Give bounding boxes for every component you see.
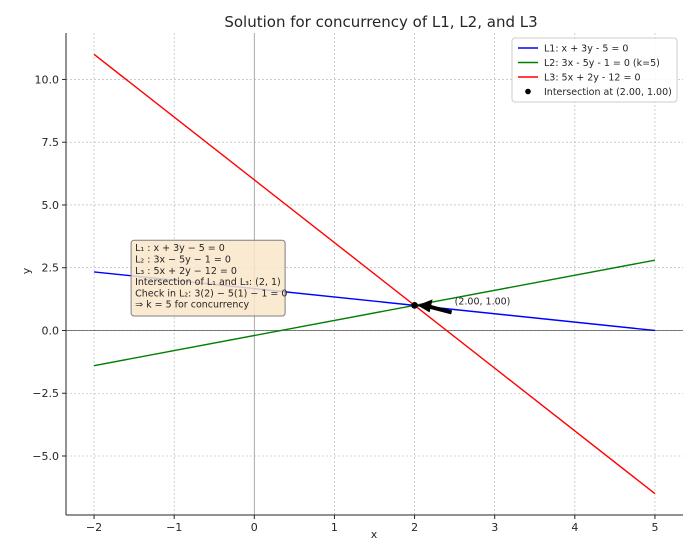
series-line-2 — [93, 259, 656, 367]
annotation-line: ⇒ k = 5 for concurrency — [135, 300, 249, 311]
legend-label-1: L1: x + 3y - 5 = 0 — [544, 44, 628, 55]
annotation-line: L₁ : x + 3y − 5 = 0 — [135, 243, 225, 254]
y-tick-label: −2.5 — [32, 387, 59, 400]
legend-box — [511, 37, 678, 103]
annotation-textbox: L₁ : x + 3y − 5 = 0L₂ : 3x − 5y − 1 = 0L… — [130, 239, 287, 317]
annotation-line: Intersection of L₁ and L₃: (2, 1) — [135, 277, 281, 288]
x-tick-label: −1 — [166, 521, 182, 534]
x-tick-label: 1 — [331, 521, 338, 534]
legend-label-4: Intersection at (2.00, 1.00) — [544, 87, 672, 98]
series-line-3 — [93, 53, 656, 495]
annotation-line: L₂ : 3x − 5y − 1 = 0 — [135, 255, 231, 266]
legend: L1: x + 3y - 5 = 0 L2: 3x - 5y - 1 = 0 (k… — [511, 37, 678, 103]
x-tick-label: 2 — [411, 521, 418, 534]
intersection-label: (2.00, 1.00) — [455, 296, 511, 307]
x-tick-label: −2 — [86, 521, 102, 534]
x-tick-label: 3 — [491, 521, 498, 534]
chart-title: Solution for concurrency of L1, L2, and … — [224, 13, 537, 31]
y-tick-label: 5.0 — [42, 199, 60, 212]
x-tick-label: 4 — [571, 521, 578, 534]
x-tick-label: 5 — [651, 521, 658, 534]
plot-frame — [65, 33, 683, 516]
legend-swatch-dot — [525, 88, 531, 95]
x-axis-label: x — [371, 528, 378, 540]
annotation-arrow-head — [417, 299, 433, 313]
annotation-arrow-shaft — [428, 304, 453, 315]
annotation-line: Check in L₂: 3(2) − 5(1) − 1 = 0 — [135, 288, 287, 299]
tick-labels: −2 −1 0 1 2 3 4 5 −5.0 −2.5 0.0 2.5 5.0 7.5 10.0 — [32, 73, 658, 534]
y-tick-label: 2.5 — [42, 262, 60, 275]
y-tick-label: −5.0 — [32, 450, 59, 463]
x-tick-label: 0 — [251, 521, 258, 534]
intersection-point — [411, 301, 418, 309]
legend-label-2: L2: 3x - 5y - 1 = 0 (k=5) — [544, 58, 660, 69]
y-tick-label: 10.0 — [35, 73, 60, 86]
y-tick-label: 0.0 — [42, 324, 60, 337]
annotation-box — [130, 239, 286, 317]
y-axis-label: y — [20, 267, 33, 274]
y-tick-label: 7.5 — [42, 136, 60, 149]
legend-label-3: L3: 5x + 2y - 12 = 0 — [544, 73, 641, 84]
intersection-group: (2.00, 1.00) — [411, 296, 511, 315]
annotation-line: L₃ : 5x + 2y − 12 = 0 — [135, 266, 237, 277]
